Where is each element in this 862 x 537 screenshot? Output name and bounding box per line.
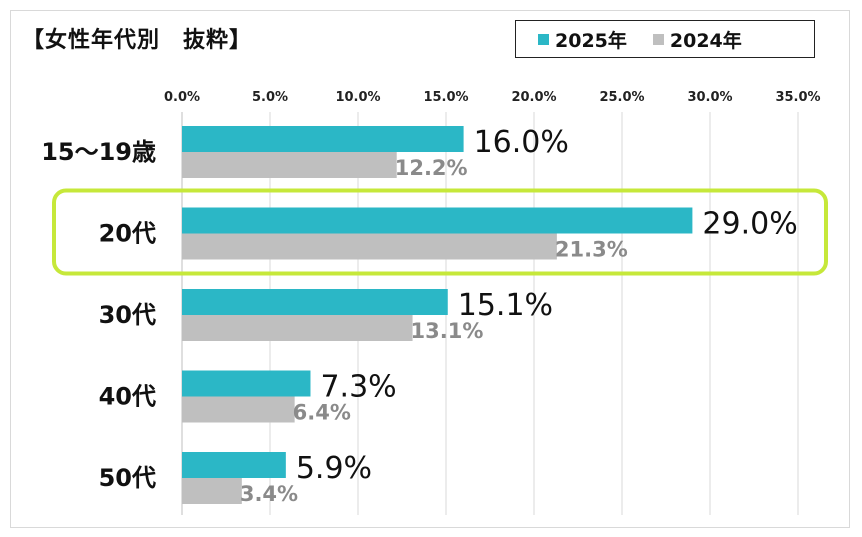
legend-item-2025: 2025年 <box>538 26 627 53</box>
data-label-2024-3: 6.4% <box>293 401 351 425</box>
bar-2025-0 <box>182 126 464 152</box>
highlight-box-20代 <box>52 188 828 276</box>
legend-swatch-2024 <box>652 33 664 45</box>
data-label-2025-0: 16.0% <box>474 125 569 160</box>
bar-2025-1 <box>182 207 693 234</box>
bar-2024-0 <box>182 152 397 178</box>
category-label-2: 30代 <box>99 301 156 329</box>
chart-title: 【女性年代別 抜粋】 <box>22 28 253 53</box>
tick-label-6: 30.0% <box>687 90 732 105</box>
data-label-2025-3: 7.3% <box>320 370 396 405</box>
bar-2024-1 <box>182 233 557 260</box>
data-label-2025-1: 29.0% <box>702 207 797 242</box>
category-label-0: 15～19歳 <box>41 138 156 166</box>
legend-item-2024: 2024年 <box>652 26 742 53</box>
bar-2024-3 <box>182 396 295 423</box>
bar-2025-4 <box>182 452 286 478</box>
tick-label-2: 10.0% <box>335 90 380 105</box>
category-label-1: 20代 <box>99 220 156 248</box>
data-label-2024-4: 3.4% <box>240 482 298 506</box>
bar-2025-3 <box>182 370 311 397</box>
legend: 2025年 2024年 <box>515 20 815 58</box>
tick-label-5: 25.0% <box>599 90 644 105</box>
data-label-2024-0: 12.2% <box>395 156 468 180</box>
legend-swatch-2025 <box>538 33 549 45</box>
bar-2024-2 <box>182 315 413 341</box>
bar-2025-2 <box>182 289 448 315</box>
data-label-2024-2: 13.1% <box>411 319 484 343</box>
category-label-3: 40代 <box>99 383 156 411</box>
tick-label-0: 0.0% <box>164 90 200 105</box>
tick-label-1: 5.0% <box>252 90 288 105</box>
tick-label-7: 35.0% <box>775 90 820 105</box>
tick-label-4: 20.0% <box>511 90 556 105</box>
bar-2024-4 <box>182 478 242 504</box>
data-label-2025-4: 5.9% <box>296 451 372 486</box>
legend-label-2025: 2025年 <box>555 29 627 52</box>
data-label-2024-1: 21.3% <box>555 238 628 262</box>
tick-label-3: 15.0% <box>423 90 468 105</box>
data-label-2025-2: 15.1% <box>458 288 553 323</box>
legend-label-2024: 2024年 <box>669 29 742 52</box>
category-label-4: 50代 <box>99 464 156 492</box>
